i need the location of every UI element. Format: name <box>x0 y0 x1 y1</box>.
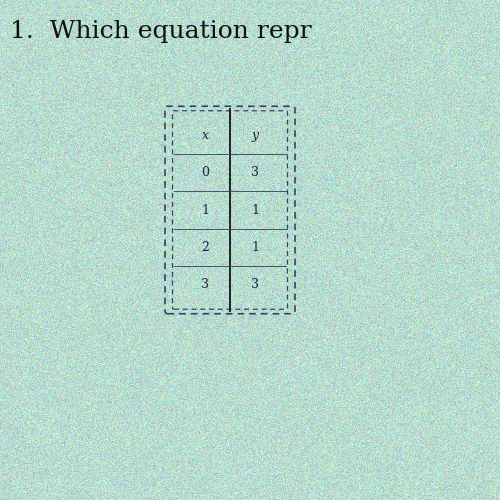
Text: 1: 1 <box>251 241 259 254</box>
Text: 3: 3 <box>251 166 259 179</box>
Text: 0: 0 <box>201 166 209 179</box>
Text: 3: 3 <box>201 278 209 291</box>
Text: 3: 3 <box>251 278 259 291</box>
Text: 1: 1 <box>251 204 259 216</box>
Text: 2: 2 <box>201 241 209 254</box>
Text: y: y <box>252 128 258 141</box>
Text: 1: 1 <box>201 204 209 216</box>
Text: 1.  Which equation repr: 1. Which equation repr <box>10 20 312 43</box>
Text: x: x <box>202 128 208 141</box>
